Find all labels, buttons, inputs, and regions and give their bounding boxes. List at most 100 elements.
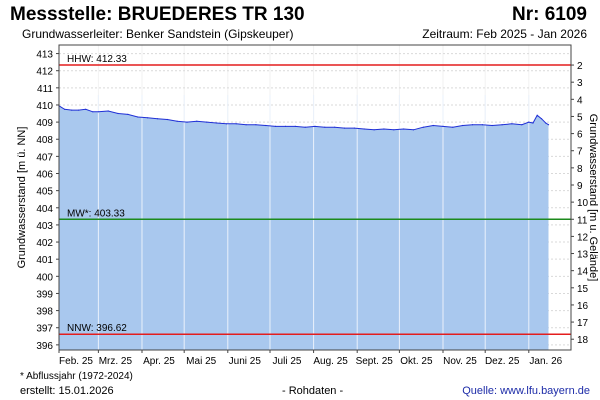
data-point-13: [166, 118, 168, 121]
y-right-tick-label-6: 6: [577, 130, 583, 141]
y-tick-label-409: 409: [36, 118, 53, 129]
water-level-line: [58, 105, 549, 131]
x-tick-label-7: Sept. 25: [356, 356, 394, 367]
data-point-49: [521, 124, 523, 126]
footnote: * Abflussjahr (1972-2024): [20, 371, 133, 382]
y-tick-label-397: 397: [36, 324, 53, 335]
data-point-12: [156, 118, 159, 120]
data-point-3: [78, 109, 80, 111]
data-point-50: [528, 121, 530, 123]
x-tick-label-2: Apr. 25: [143, 356, 175, 367]
y-right-tick-label-12: 12: [577, 232, 589, 243]
y-right-tick-label-9: 9: [577, 181, 583, 192]
y-right-tick-label-16: 16: [577, 301, 589, 312]
data-point-54: [545, 122, 547, 124]
data-point-36: [393, 129, 395, 131]
y-tick-label-398: 398: [36, 307, 53, 318]
y-right-tick-label-3: 3: [577, 78, 583, 89]
source-link[interactable]: Quelle: www.lfu.bayern.de: [462, 385, 590, 397]
data-point-28: [314, 125, 316, 127]
data-point-25: [284, 125, 287, 127]
data-point-7: [107, 110, 109, 112]
y-tick-label-412: 412: [36, 67, 53, 78]
data-point-38: [412, 129, 415, 131]
x-tick-label-5: Juli 25: [273, 356, 302, 367]
data-point-40: [432, 124, 434, 127]
x-tick-label-4: Juni 25: [229, 356, 262, 367]
data-point-17: [206, 121, 208, 123]
y-right-tick-label-17: 17: [577, 318, 589, 329]
data-point-48: [511, 123, 513, 125]
x-tick-label-10: Dez. 25: [485, 356, 520, 367]
y-tick-label-400: 400: [36, 272, 53, 283]
ref-label-hhw: HHW: 412.33: [67, 54, 127, 65]
raw-data-note: - Rohdaten -: [282, 385, 344, 397]
y-tick-label-401: 401: [36, 255, 53, 266]
data-point-18: [215, 122, 218, 124]
y-tick-label-399: 399: [36, 289, 53, 300]
data-point-42: [452, 126, 454, 128]
data-point-32: [353, 127, 355, 129]
ref-label-mw: MW*: 403.33: [67, 208, 125, 219]
data-point-51: [532, 122, 534, 124]
data-point-10: [137, 116, 139, 118]
data-point-34: [373, 129, 375, 131]
data-point-24: [275, 125, 277, 127]
page-title: Messstelle: BRUEDERES TR 130: [10, 4, 305, 25]
y-right-tick-label-18: 18: [577, 335, 589, 346]
y-right-tick-label-2: 2: [577, 61, 583, 72]
data-point-8: [117, 112, 119, 115]
water-level-area: [59, 105, 549, 350]
data-point-35: [383, 128, 385, 130]
data-point-53: [540, 118, 543, 120]
data-point-9: [127, 113, 129, 115]
data-point-30: [334, 126, 336, 128]
y-tick-label-410: 410: [36, 101, 53, 112]
data-point-26: [294, 125, 296, 127]
data-point-27: [304, 126, 306, 128]
data-point-22: [255, 124, 257, 126]
created-date: erstellt: 15.01.2026: [20, 385, 114, 397]
x-tick-label-11: Jan. 26: [529, 356, 562, 367]
y-right-tick-label-5: 5: [577, 112, 583, 123]
data-point-31: [343, 127, 346, 129]
y-tick-label-405: 405: [36, 187, 53, 198]
y-tick-label-408: 408: [36, 135, 53, 146]
data-point-37: [403, 128, 405, 130]
data-point-39: [422, 126, 424, 128]
x-tick-label-3: Mai 25: [186, 356, 216, 367]
y-tick-label-404: 404: [36, 204, 53, 215]
y-right-tick-label-4: 4: [577, 95, 583, 106]
y-tick-label-411: 411: [37, 84, 53, 95]
data-point-23: [265, 124, 267, 127]
data-point-21: [245, 124, 247, 126]
x-tick-label-0: Feb. 25: [59, 356, 93, 367]
x-tick-label-8: Okt. 25: [400, 356, 433, 367]
data-point-41: [442, 125, 444, 127]
data-point-15: [186, 121, 188, 123]
y-tick-label-406: 406: [36, 170, 53, 181]
y-right-tick-label-11: 11: [577, 215, 588, 226]
y-axis-title: Grundwasserstand [m ü. NN]: [16, 127, 28, 269]
data-point-20: [235, 123, 237, 125]
data-point-45: [481, 124, 483, 126]
y-right-tick-label-7: 7: [577, 147, 583, 158]
x-tick-label-6: Aug. 25: [313, 356, 348, 367]
data-point-4: [85, 108, 87, 110]
data-point-46: [491, 124, 493, 127]
y-tick-label-396: 396: [36, 341, 53, 352]
plot-frame: [58, 44, 572, 351]
y-axis-title-right: Grundwasserstand [m u. Gelände]: [587, 114, 599, 282]
data-point-6: [97, 111, 99, 113]
y-right-tick-label-8: 8: [577, 164, 583, 175]
y-tick-label-403: 403: [36, 221, 53, 232]
y-tick-label-402: 402: [36, 238, 53, 249]
data-point-16: [196, 120, 198, 122]
data-point-29: [324, 126, 326, 128]
data-point-1: [64, 108, 66, 110]
data-point-55: [547, 124, 550, 126]
data-point-44: [471, 124, 474, 126]
data-point-43: [462, 124, 464, 127]
data-point-14: [176, 120, 178, 122]
